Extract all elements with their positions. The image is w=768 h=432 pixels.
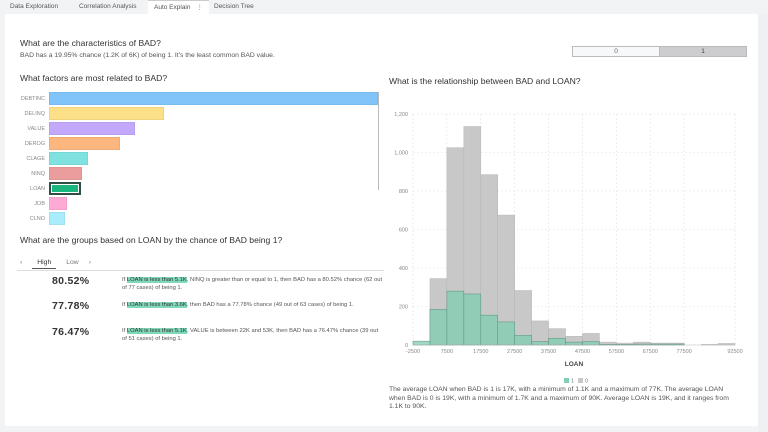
tab-auto-explain[interactable]: Auto Explain ⋮ [148,0,209,14]
chart-scrollbar[interactable] [378,92,379,190]
tab-decision-tree[interactable]: Decision Tree [214,3,254,10]
factor-bar-clage[interactable] [49,152,89,165]
prev-icon[interactable]: ‹ [20,259,23,266]
x-tick-label: 37500 [541,349,556,355]
y-tick-label: 200 [399,305,408,311]
histogram-bar-1 [531,341,549,346]
loan-histogram: 0 200 400 600 800 1,000 1,200 -2500 7500 17500 275… [394,112,742,385]
value-option-0[interactable]: 0 [572,46,660,57]
histogram-bar-1 [497,321,515,346]
x-tick-label: 92500 [727,349,742,355]
factors-chart: DEBTINC DELINQ VALUE DEROG CLAGE NINQ LOAN JOB C… [5,92,385,227]
histogram-bar-1 [514,335,532,346]
factor-bar-value[interactable] [49,122,135,135]
group-percent: 77.78% [52,300,90,312]
histogram-bar-1 [463,293,482,346]
factor-bar-debtinc[interactable] [49,92,378,105]
y-tick-label: 600 [399,228,408,234]
factor-bar-ninq[interactable] [49,167,82,180]
tab-bar: Data Exploration Correlation Analysis Au… [0,0,768,14]
factors-title: What factors are most related to BAD? [20,73,168,83]
tab-high[interactable]: High [32,258,57,269]
factor-bar-clno[interactable] [49,212,66,225]
factor-label: CLNO [29,216,45,222]
scrollbar-track[interactable] [758,14,768,432]
histogram-bar-1 [480,314,498,346]
description-text: , NINQ is greater than or equal to 1, th… [122,277,383,291]
histogram-bar-1 [429,309,448,346]
factor-label: DEROG [24,141,45,147]
histogram-bar-1 [565,341,583,346]
description-text: If [122,302,127,308]
y-tick-label: 1,000 [394,151,408,157]
tab-correlation-analysis[interactable]: Correlation Analysis [79,3,137,10]
histogram-bar-1 [582,341,600,346]
highlighted-condition: LOAN is less than 5.1K [126,328,187,334]
tab-data-exploration[interactable]: Data Exploration [10,3,59,10]
factor-bar-derog[interactable] [49,137,120,150]
next-icon[interactable]: › [88,259,91,266]
tab-label: Auto Explain [154,4,191,11]
factor-bar-loan[interactable] [49,182,81,195]
groups-tabs: ‹ High Low › [20,258,91,269]
group-description: If LOAN is less than 5.1K, NINQ is great… [122,276,384,292]
auto-explain-panel: What are the characteristics of BAD? BAD… [5,14,758,426]
factor-label: JOB [34,201,45,207]
x-tick-label: -2500 [406,349,420,355]
histogram-bar-1 [548,338,566,346]
factor-label: LOAN [30,186,45,192]
factor-bar-delinq[interactable] [49,107,165,120]
description-text: If [122,328,127,334]
legend-swatch-1 [564,378,569,383]
factor-label: DELINQ [24,111,45,117]
y-tick-label: 1,200 [394,112,408,118]
factor-label: DEBTINC [20,96,45,102]
y-tick-label: 800 [399,189,408,195]
factor-label: CLAGE [26,156,45,162]
y-tick-label: 0 [405,343,408,349]
x-axis-label: LOAN [565,361,584,368]
group-percent: 76.47% [52,326,90,338]
factor-bar-job[interactable] [49,197,68,210]
summary-text: The average LOAN when BAD is 1 is 17K, w… [389,386,729,410]
description-text: , then BAD has a 77.78% chance (49 out o… [186,302,354,308]
x-tick-label: 27500 [507,349,522,355]
legend-label: 0 [585,379,588,385]
group-description: If LOAN is less than 5.1K, VALUE is betw… [122,327,384,343]
group-description: If LOAN is less than 3.6K, then BAD has … [122,301,384,309]
highlighted-condition: LOAN is less than 3.6K [126,302,187,308]
x-tick-label: 77500 [677,349,692,355]
y-tick-label: 400 [399,266,408,272]
x-tick-label: 17500 [473,349,488,355]
divider [17,270,384,271]
legend-label: 1 [571,379,574,385]
relationship-title: What is the relationship between BAD and… [389,76,581,86]
highlighted-condition: LOAN is less than 5.1K [126,277,187,283]
description-text: , VALUE is between 22K and 53K, then BAD… [122,328,379,342]
value-option-1[interactable]: 1 [659,46,747,57]
more-vertical-icon[interactable]: ⋮ [196,4,204,11]
group-percent: 80.52% [52,275,90,287]
x-tick-label: 47500 [575,349,590,355]
characteristics-text: BAD has a 19.95% chance (1.2K of 6K) of … [20,52,275,59]
factor-label: NINQ [31,171,45,177]
groups-title: What are the groups based on LOAN by the… [20,235,283,245]
tab-low[interactable]: Low [66,259,79,266]
characteristics-title: What are the characteristics of BAD? [20,38,161,48]
description-text: If [122,277,127,283]
factor-label: VALUE [27,126,45,132]
x-tick-label: 67500 [643,349,658,355]
x-tick-label: 57500 [609,349,624,355]
histogram-bar-1 [446,290,465,346]
legend-swatch-0 [578,378,583,383]
x-tick-label: 7500 [441,349,453,355]
histogram-bar-1 [412,340,431,346]
